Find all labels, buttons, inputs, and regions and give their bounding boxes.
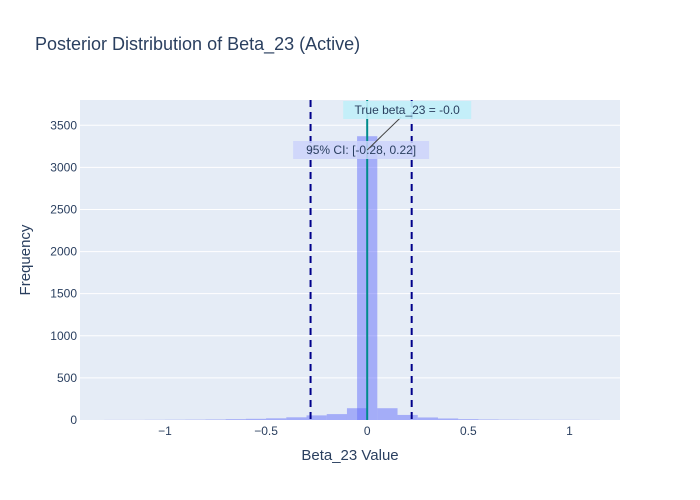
- x-tick-label: −0.5: [254, 424, 278, 438]
- y-axis-title: Frequency: [17, 224, 34, 295]
- x-tick-label: 0.5: [460, 424, 477, 438]
- histogram-bar: [306, 415, 327, 420]
- ci-annotation-label: 95% CI: [-0.28, 0.22]: [306, 143, 416, 157]
- y-tick-label: 0: [70, 413, 77, 427]
- y-tick-labels: 0 500 1000 1500 2000 2500 3000 3500: [50, 118, 77, 427]
- y-tick-label: 3500: [50, 118, 77, 132]
- x-tick-label: 1: [566, 424, 573, 438]
- annotations: 95% CI: [-0.28, 0.22] True beta_23 = -0.…: [293, 101, 472, 159]
- histogram-bar: [397, 414, 418, 420]
- y-tick-label: 1500: [50, 287, 77, 301]
- annotation-arrow: [366, 116, 402, 151]
- histogram-bar: [478, 419, 499, 420]
- histogram-bar: [225, 419, 246, 420]
- histogram-bar: [417, 417, 438, 420]
- y-tick-label: 2000: [50, 245, 77, 259]
- ci-annotation-box: [293, 141, 430, 159]
- histogram-bar: [377, 408, 398, 420]
- histogram-bar: [326, 414, 347, 420]
- x-axis-title: Beta_23 Value: [301, 447, 398, 464]
- histogram-bar: [205, 419, 226, 420]
- y-tick-label: 1000: [50, 329, 77, 343]
- x-tick-label: 0: [364, 424, 371, 438]
- y-tick-label: 500: [57, 371, 77, 385]
- true-value-annotation-box: [343, 101, 472, 119]
- histogram-bar: [266, 418, 287, 420]
- true-value-annotation-label: True beta_23 = -0.0: [355, 103, 461, 117]
- histogram-bar: [286, 417, 307, 420]
- histogram-bar: [437, 418, 459, 420]
- y-gridlines: [80, 124, 620, 379]
- chart-title: Posterior Distribution of Beta_23 (Activ…: [35, 34, 360, 55]
- histogram-bar: [245, 418, 267, 420]
- x-tick-labels: −1 −0.5 0 0.5 1: [158, 424, 573, 438]
- y-tick-label: 3000: [50, 160, 77, 174]
- y-tick-label: 2500: [50, 202, 77, 216]
- x-tick-label: −1: [158, 424, 172, 438]
- histogram-bar: [458, 419, 479, 420]
